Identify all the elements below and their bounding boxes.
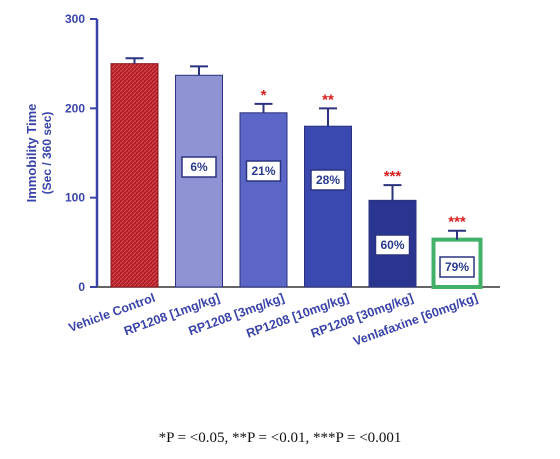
y-axis-label-line2: (Sec / 360 sec): [40, 112, 54, 195]
bar: [110, 63, 159, 288]
bar: [175, 74, 223, 288]
significance-marker: ***: [448, 214, 466, 231]
significance-marker: *: [261, 87, 267, 104]
significance-marker: ***: [384, 168, 402, 185]
percent-box: [181, 156, 217, 178]
percent-box: [374, 234, 411, 256]
significance-footnote: *P = <0.05, **P = <0.01, ***P = <0.001: [158, 430, 402, 446]
percent-box: [310, 169, 346, 191]
significance-marker: **: [322, 91, 334, 108]
percent-label: 6%: [190, 160, 208, 174]
percent-label: 21%: [251, 164, 275, 178]
percent-box: [439, 256, 475, 278]
y-tick-label: 300: [65, 12, 85, 26]
y-tick-label: 200: [65, 101, 85, 115]
y-tick-label: 100: [65, 191, 85, 205]
bar: [239, 112, 288, 288]
percent-label: 60%: [380, 238, 404, 252]
bars-group: 6% * 21% ** 28% *** 60% *** 79%: [110, 57, 483, 290]
y-tick-label: 0: [78, 280, 85, 294]
y-axis: 0 100 200 300 Immobility Time (Sec / 360 sec): [24, 12, 500, 294]
percent-box: [245, 160, 282, 182]
percent-label: 79%: [445, 260, 469, 274]
y-axis-label-line1: Immobility Time: [24, 104, 39, 203]
percent-label: 28%: [316, 173, 340, 187]
bar: [304, 125, 352, 288]
